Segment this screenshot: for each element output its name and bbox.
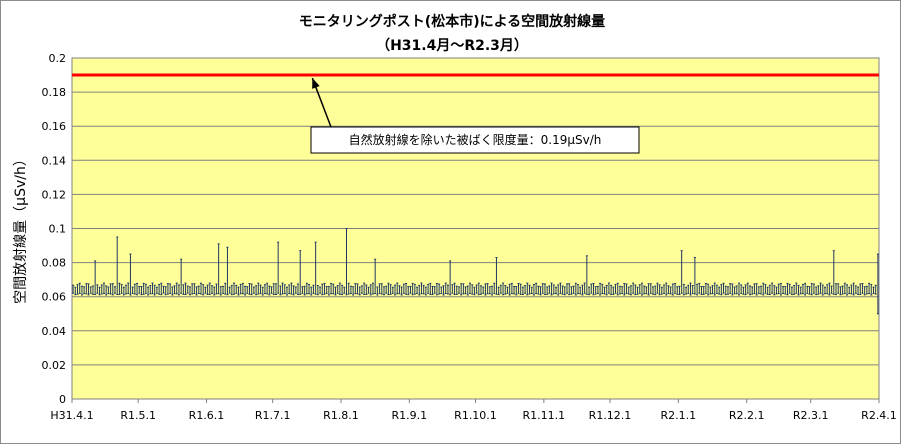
x-tick-label: H31.4.1 [50,409,93,422]
x-tick-label: R1.7.1 [255,409,291,422]
x-tick-label: R1.12.1 [589,409,632,422]
x-tick-label: R1.11.1 [523,409,566,422]
x-tick-label: R2.2.1 [729,409,765,422]
y-tick-label: 0.02 [42,359,67,372]
y-tick-label: 0.06 [42,291,67,304]
x-tick-label: R1.10.1 [454,409,497,422]
y-tick-label: 0.12 [42,188,67,201]
daily-series [72,228,879,315]
y-axis-label: 空間放射線量（μSv/h） [13,152,29,304]
y-tick-label: 0.08 [42,257,67,270]
y-tick-label: 0.14 [42,154,67,167]
y-tick-label: 0.16 [42,120,67,133]
y-tick-label: 0.04 [42,325,67,338]
x-axis-ticks: H31.4.1 R1.5.1 R1.6.1 R1.7.1 R1.8.1 R1.9.1 R1.… [50,399,897,422]
grid-lines [72,91,879,366]
y-tick-label: 0.1 [49,223,67,236]
annotation-box [310,126,640,154]
x-tick-label: R1.6.1 [189,409,225,422]
x-tick-label: R2.4.1 [861,409,897,422]
x-tick-label: R1.9.1 [392,409,428,422]
annotation-arrowhead [312,78,320,89]
y-axis-title: 空間放射線量（μSv/h） [13,152,29,304]
y-tick-label: 0.18 [42,86,67,99]
x-tick-label: R1.8.1 [323,409,359,422]
annotation-text: 自然放射線を除いた被ばく限度量：0.19μSv/h [349,132,602,147]
y-axis-ticks: 0 0.02 0.04 0.06 0.08 0.1 0.12 0.14 0.16 0.18 0.2 [42,52,67,406]
chart-subtitle: （H31.4月～R2.3月） [376,38,528,54]
annotation: 自然放射線を除いた被ばく限度量：0.19μSv/h [310,77,640,154]
y-tick-label: 0 [59,393,66,406]
x-tick-label: R2.1.1 [661,409,697,422]
chart-title: モニタリングポスト(松本市)による空間放射線量 [299,13,605,30]
y-tick-label: 0.2 [49,52,67,65]
x-tick-label: R1.5.1 [120,409,156,422]
x-tick-label: R2.3.1 [793,409,829,422]
